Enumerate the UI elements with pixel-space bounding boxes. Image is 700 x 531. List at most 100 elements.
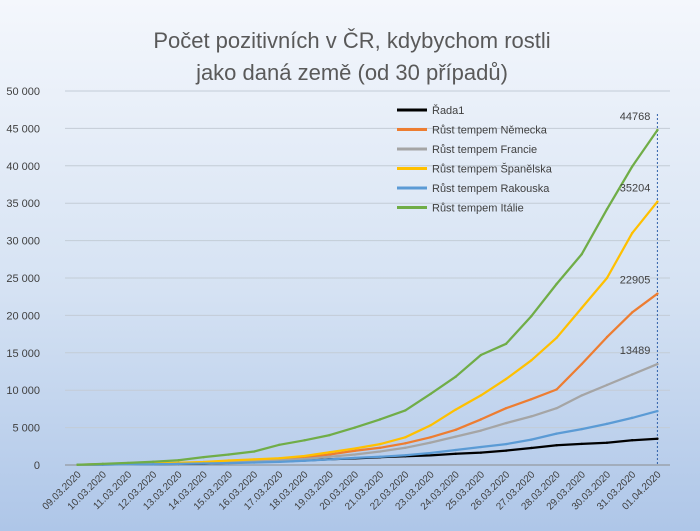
data-point (76, 463, 79, 466)
data-point (530, 314, 533, 318)
data-point (353, 456, 357, 460)
end-value-label: 13489 (620, 345, 651, 357)
data-point (278, 443, 281, 447)
data-point (630, 165, 634, 168)
data-point (530, 359, 533, 362)
data-point (303, 459, 306, 463)
legend-label: Růst tempem Španělska (432, 163, 553, 176)
y-tick-label: 35 000 (6, 198, 40, 210)
y-tick-label: 25 000 (6, 273, 40, 285)
data-point (328, 433, 331, 437)
data-point (656, 362, 659, 366)
data-point (580, 442, 583, 446)
series-layer (76, 128, 659, 466)
data-point (429, 424, 432, 427)
series-line (76, 292, 659, 466)
data-point (530, 397, 533, 401)
data-point (353, 447, 357, 450)
series-line (76, 409, 659, 466)
series-line (76, 128, 659, 466)
data-point (353, 453, 357, 456)
data-point (202, 455, 205, 459)
data-point (126, 461, 130, 465)
end-labels: 22905 13489 35204 44768 (620, 111, 651, 357)
data-point (404, 436, 407, 439)
data-point (454, 408, 457, 411)
legend: Řada1 Růst tempem Německa Růst tempem Fran… (397, 104, 553, 215)
data-point (378, 450, 382, 453)
data-point (429, 436, 432, 439)
y-tick-label: 5 000 (12, 423, 40, 435)
data-point (353, 449, 357, 452)
data-point (378, 442, 382, 446)
y-tick-label: 10 000 (6, 385, 40, 397)
series-line (76, 200, 659, 466)
data-point (605, 207, 609, 211)
data-point (555, 336, 558, 340)
data-point (530, 415, 533, 418)
data-point (580, 306, 583, 310)
y-tick-label: 15 000 (6, 348, 40, 360)
data-point (101, 462, 105, 466)
y-tick-label: 50 000 (6, 86, 40, 98)
y-axis: 0 5 000 10 000 15 000 20 000 25 000 30 000 35 0… (6, 86, 40, 472)
data-point (580, 362, 583, 366)
data-point (454, 435, 457, 438)
legend-label: Růst tempem Francie (432, 144, 537, 156)
data-point (429, 441, 432, 444)
legend-label: Řada1 (432, 104, 464, 117)
data-point (630, 311, 634, 314)
data-point (656, 437, 659, 440)
legend-label: Růst tempem Rakouska (432, 183, 550, 195)
data-point (479, 451, 483, 454)
data-point (404, 454, 407, 457)
data-point (605, 383, 609, 387)
data-point (630, 439, 634, 442)
data-point (278, 460, 281, 464)
data-point (303, 457, 306, 461)
data-point (479, 429, 483, 432)
chart-title-line2: jako daná země (od 30 případů) (195, 60, 508, 85)
data-point (328, 451, 331, 454)
end-value-label: 35204 (620, 183, 651, 195)
data-point (328, 458, 331, 461)
data-point (479, 445, 483, 449)
data-point (555, 388, 558, 391)
data-point (328, 453, 331, 456)
data-point (504, 406, 508, 410)
data-point (378, 446, 382, 449)
data-point (479, 353, 483, 357)
data-point (504, 421, 508, 425)
data-point (252, 450, 256, 453)
legend-label: Růst tempem Německa (432, 125, 548, 137)
data-point (404, 442, 407, 445)
legend-label: Růst tempem Itálie (432, 203, 524, 215)
data-point (429, 392, 432, 396)
data-point (429, 454, 432, 457)
data-point (479, 418, 483, 421)
data-point (404, 446, 407, 449)
end-value-label: 44768 (620, 111, 651, 123)
data-point (252, 458, 256, 461)
data-point (580, 394, 583, 397)
y-tick-label: 40 000 (6, 161, 40, 173)
data-point (630, 373, 634, 376)
data-point (504, 442, 508, 446)
data-point (656, 409, 659, 413)
data-point (353, 426, 357, 429)
data-point (404, 409, 407, 412)
data-point (454, 428, 457, 432)
data-point (605, 422, 609, 426)
data-point (656, 128, 659, 132)
data-point (378, 455, 382, 458)
y-tick-label: 20 000 (6, 310, 40, 322)
data-point (555, 444, 558, 447)
grid-layer (65, 90, 670, 466)
data-point (530, 446, 533, 450)
data-point (177, 459, 180, 462)
data-point (555, 406, 558, 410)
data-point (152, 462, 155, 466)
data-point (555, 282, 558, 286)
